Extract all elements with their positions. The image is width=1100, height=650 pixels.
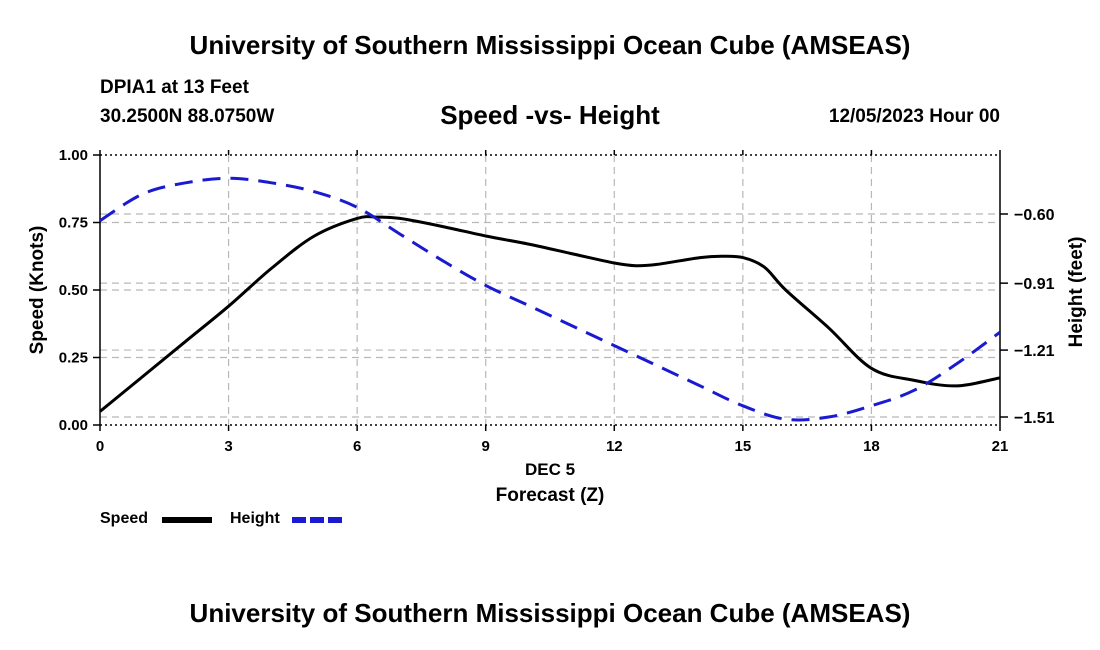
x-tick-label-9: 9 xyxy=(482,438,490,455)
y-tick-label-0: 0.00 xyxy=(59,417,88,434)
series-line-speed xyxy=(100,215,1000,413)
x-tick-label-6: 6 xyxy=(353,438,361,455)
y-tick-label-3: 0.75 xyxy=(59,215,88,232)
legend-label-height: Height xyxy=(230,510,280,527)
x-tick-label-21: 21 xyxy=(992,438,1009,455)
chart-title: University of Southern Mississippi Ocean… xyxy=(189,30,911,60)
forecast-datetime: 12/05/2023 Hour 00 xyxy=(828,106,1000,127)
x-axis-label: Forecast (Z) xyxy=(496,485,605,506)
y2-tick-label-0: −1.51 xyxy=(1014,410,1055,427)
y-tick-label-4: 1.00 xyxy=(59,147,88,164)
x-tick-label-0: 0 xyxy=(96,438,104,455)
axes-layer: 0 3 6 9 12 15 18 21 0.00 0.25 0.50 0.75 1.00 −1.51 −1.… xyxy=(59,147,1055,455)
x-tick-label-12: 12 xyxy=(606,438,623,455)
y2-axis-label: Height (feet) xyxy=(1066,237,1087,348)
footer-title: University of Southern Mississippi Ocean… xyxy=(189,598,911,628)
y2-tick-label-3: −0.60 xyxy=(1014,207,1055,224)
y2-tick-label-1: −1.21 xyxy=(1014,343,1055,360)
y2-tick-label-2: −0.91 xyxy=(1014,276,1055,293)
series-layer xyxy=(100,176,1000,422)
grid-layer xyxy=(100,155,1000,425)
y-axis-label: Speed (Knots) xyxy=(27,226,48,355)
x-tick-label-18: 18 xyxy=(863,438,880,455)
x-tick-label-3: 3 xyxy=(224,438,232,455)
labels-layer: DEC 5 Forecast (Z) Speed (Knots) Height … xyxy=(27,226,1087,506)
y-tick-label-2: 0.50 xyxy=(59,282,88,299)
legend-label-speed: Speed xyxy=(100,510,149,527)
station-label: DPIA1 at 13 Feet xyxy=(100,77,249,98)
y-tick-label-1: 0.25 xyxy=(59,350,88,367)
x-axis-date-label: DEC 5 xyxy=(525,460,575,479)
series-line-height xyxy=(100,176,1000,422)
x-tick-label-15: 15 xyxy=(735,438,752,455)
chart-subtitle: Speed -vs- Height xyxy=(440,100,660,130)
station-coordinates: 30.2500N 88.0750W xyxy=(100,106,275,127)
